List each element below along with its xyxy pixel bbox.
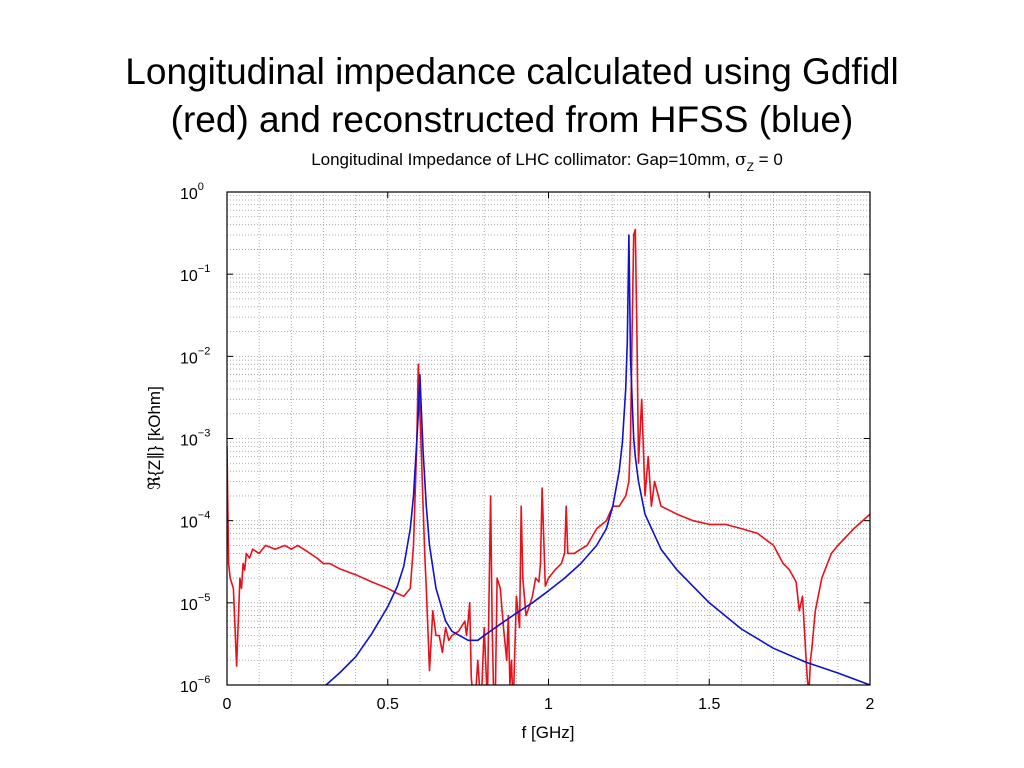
x-tick-label: 0 [223,696,232,713]
y-axis-label: ℜ{Z∥} [kOhm] [145,386,164,490]
x-tick-label: 1.5 [698,696,720,713]
series-line-blue [324,234,870,685]
y-tick-label: 10−6 [180,674,210,696]
series-line-red [227,228,870,685]
slide-title-line2: (red) and reconstructed from HFSS (blue) [170,99,854,140]
grid [227,192,870,686]
slide-title-line1: Longitudinal impedance calculated using … [125,51,899,92]
x-tick-label: 1 [544,696,553,713]
x-axis-label: f [GHz] [522,723,575,742]
y-tick-label: 100 [180,181,204,203]
y-tick-label: 10−1 [180,263,210,285]
chart-title-tail: = 0 [754,150,783,169]
y-tick-label: 10−5 [180,592,210,614]
slide-title: Longitudinal impedance calculated using … [0,48,1024,144]
y-tick-label: 10−3 [180,428,210,450]
chart-title-sigma: σ [735,150,747,170]
chart-title: Longitudinal Impedance of LHC collimator… [311,150,783,174]
y-tick-label: 10−4 [180,510,210,532]
x-tick-label: 0.5 [377,696,399,713]
series-group [227,228,870,685]
chart-title-main: Longitudinal Impedance of LHC collimator… [311,150,735,169]
y-tick-label: 10−2 [180,345,210,367]
tick-group: 0 0.5 1 1.5 2 100 10−1 10−2 10−3 10−4 10−5 10−6 [180,181,875,713]
chart-title-subscript: Z [747,160,754,174]
x-tick-label: 2 [866,696,875,713]
